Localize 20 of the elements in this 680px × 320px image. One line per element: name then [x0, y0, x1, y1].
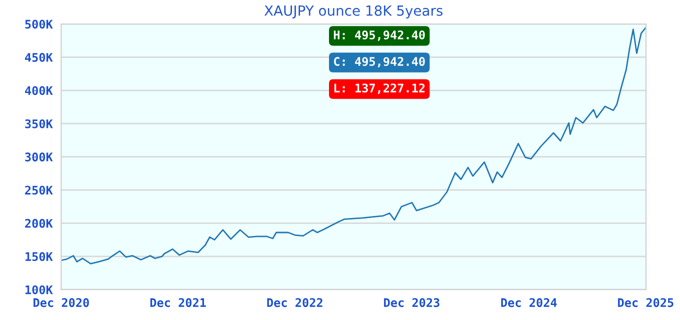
- y-tick-label: 400K: [25, 86, 53, 96]
- y-tick-label: 450K: [25, 52, 53, 62]
- annotation: C: 495,942.40: [334, 57, 425, 68]
- y-tick-label: 200K: [25, 218, 53, 228]
- x-tick-label: Dec 2024: [501, 298, 557, 308]
- y-tick-label: 100K: [26, 285, 53, 294]
- y-tick-label: 350K: [25, 119, 53, 128]
- line-series: [61, 26, 646, 264]
- x-tick-label: Dec 2023: [384, 298, 440, 308]
- x-tick-label: Dec 2025: [618, 298, 674, 308]
- annotation: L: 137,227.12: [334, 84, 425, 94]
- chart-title: XAUJPY ounce 18K 5years: [264, 5, 443, 19]
- y-tick-label: 250K: [25, 186, 53, 195]
- x-tick-label: Dec 2022: [267, 298, 322, 308]
- y-tick-label: 300K: [25, 152, 53, 162]
- y-tick-label: 150K: [26, 252, 53, 262]
- x-tick-label: Dec 2020: [34, 298, 89, 308]
- x-tick-label: Dec 2021: [150, 298, 206, 308]
- y-tick-label: 500K: [25, 20, 53, 29]
- annotation: H: 495,942.40: [334, 30, 425, 41]
